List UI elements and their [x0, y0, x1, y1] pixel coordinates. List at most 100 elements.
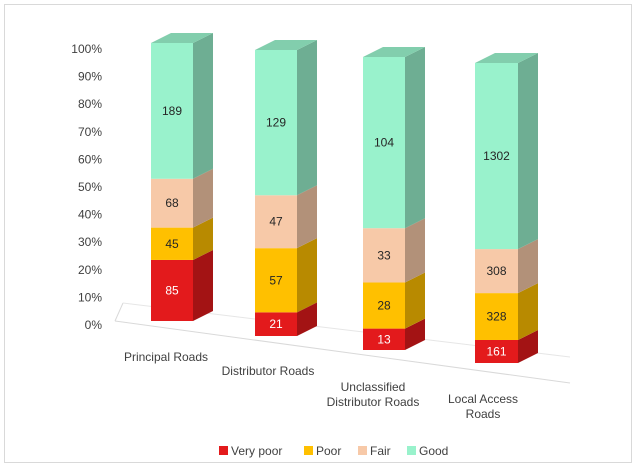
bar-side-face [193, 168, 213, 228]
bar-segment [363, 47, 425, 229]
data-label: 104 [374, 136, 394, 150]
bar-side-face [405, 272, 425, 329]
bar-front-face [151, 43, 193, 179]
bar-front-face [151, 178, 193, 228]
bar-segment [151, 33, 213, 179]
x-category-label-line: Local Access [448, 392, 518, 406]
bar-top-face [363, 47, 425, 57]
bar-segment [151, 217, 213, 260]
y-tick-label: 50% [78, 180, 102, 194]
legend-swatch [219, 446, 228, 455]
bar-side-face [193, 249, 213, 321]
y-tick-label: 10% [78, 290, 102, 304]
data-label: 189 [162, 104, 182, 118]
bar-side-face [518, 53, 538, 250]
data-label: 57 [269, 273, 283, 287]
bar-side-face [518, 239, 538, 294]
bar-front-face [475, 293, 518, 340]
stacked-bar-chart: 0% 10% 20% 30% 40% 50% 60% 70% 80% 90% 100% Princip… [71, 33, 571, 458]
bar-front-face [255, 50, 297, 196]
y-tick-label: 0% [85, 318, 103, 332]
legend-label: Poor [316, 444, 341, 458]
bar-front-face [475, 339, 518, 363]
x-category-label: Principal Roads [124, 350, 208, 364]
data-label: 85 [165, 283, 179, 297]
legend-label: Good [419, 444, 448, 458]
legend: Very poor Poor Fair Good [219, 444, 448, 458]
bar-segment [363, 272, 425, 329]
bar-front-face [475, 63, 518, 250]
bar-side-face [193, 217, 213, 260]
bar-side-face [297, 40, 317, 196]
bar-segment [151, 249, 213, 321]
x-category-label-line: Roads [466, 407, 501, 421]
bar-front-face [475, 249, 518, 294]
bar-side-face [518, 329, 538, 363]
y-tick-label: 30% [78, 235, 102, 249]
x-category-label-line: Distributor Roads [222, 364, 315, 378]
bar-top-face [151, 33, 213, 43]
bar-segment [363, 318, 425, 350]
bar-front-face [255, 195, 297, 249]
data-label: 1302 [483, 149, 510, 163]
data-label: 33 [377, 248, 391, 262]
bar-front-face [255, 248, 297, 313]
legend-swatch [358, 446, 367, 455]
labels-layer: 85 45 68 189 21 57 47 129 13 28 33 104 161 328 308 1302 [162, 104, 510, 359]
bar-front-face [255, 312, 297, 336]
x-category-label: Unclassified Distributor Roads [327, 380, 420, 409]
bar-side-face [297, 185, 317, 249]
floor-side-edge [114, 302, 124, 322]
bar-segment [475, 53, 538, 250]
x-category-label: Distributor Roads [222, 364, 315, 378]
bar-side-face [297, 238, 317, 313]
data-label: 13 [377, 332, 391, 346]
bar-segment [255, 238, 317, 313]
bar-side-face [405, 218, 425, 283]
bar-segment [255, 302, 317, 336]
bar-front-face [151, 259, 193, 321]
bar-front-face [363, 328, 405, 350]
bar-front-face [151, 227, 193, 260]
x-category-label: Local Access Roads [448, 392, 518, 421]
bar-front-face [363, 282, 405, 329]
axis-layer: 0% 10% 20% 30% 40% 50% 60% 70% 80% 90% 100% Princip… [71, 42, 571, 421]
y-tick-label: 20% [78, 263, 102, 277]
y-tick-label: 60% [78, 152, 102, 166]
data-label: 328 [486, 310, 506, 324]
bar-top-face [255, 40, 317, 50]
bar-segment [255, 185, 317, 249]
legend-label: Fair [370, 444, 391, 458]
bar-segment [475, 239, 538, 294]
x-category-label-line: Distributor Roads [327, 395, 420, 409]
bar-front-face [363, 228, 405, 283]
floor-front-edge [114, 320, 571, 384]
y-tick-label: 100% [71, 42, 102, 56]
data-label: 129 [266, 116, 286, 130]
bar-segment [475, 283, 538, 340]
chart-frame: 0% 10% 20% 30% 40% 50% 60% 70% 80% 90% 100% Princip… [4, 4, 632, 463]
y-tick-label: 90% [78, 70, 102, 84]
y-tick-label: 80% [78, 97, 102, 111]
legend-label: Very poor [231, 444, 282, 458]
bar-segment [475, 329, 538, 363]
bar-segment [363, 218, 425, 283]
data-label: 68 [165, 196, 179, 210]
x-category-label-line: Unclassified [341, 380, 406, 394]
legend-swatch [304, 446, 313, 455]
data-label: 21 [269, 317, 283, 331]
bar-side-face [405, 318, 425, 350]
x-category-label-line: Principal Roads [124, 350, 208, 364]
data-label: 47 [269, 215, 283, 229]
bars-layer [151, 33, 538, 363]
bar-top-face [475, 53, 538, 63]
bar-side-face [193, 33, 213, 179]
data-label: 45 [165, 237, 179, 251]
data-label: 308 [486, 264, 506, 278]
bar-side-face [297, 302, 317, 336]
y-tick-label: 40% [78, 208, 102, 222]
data-label: 161 [486, 344, 506, 358]
bar-segment [151, 168, 213, 228]
y-tick-label: 70% [78, 125, 102, 139]
data-label: 28 [377, 299, 391, 313]
